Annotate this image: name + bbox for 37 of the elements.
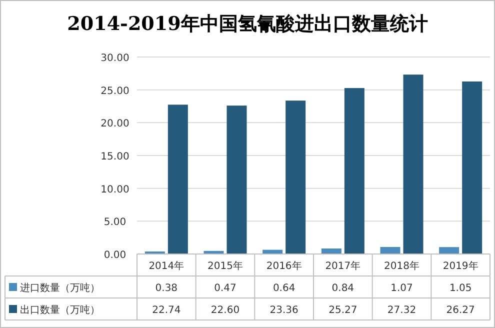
data-label: 0.38	[155, 283, 178, 294]
y-tick-label: 10.00	[100, 184, 130, 196]
data-label: 22.60	[210, 305, 240, 316]
bar	[380, 246, 400, 254]
x-tick-label: 2017年	[325, 260, 361, 272]
bar	[439, 247, 460, 254]
data-label: 0.84	[332, 283, 354, 294]
bar	[321, 248, 342, 254]
data-label: 0.64	[272, 283, 296, 294]
data-label: 26.27	[446, 305, 475, 316]
chart-title: 2014-2019年中国氢氰酸进出口数量统计	[67, 13, 428, 35]
bar	[286, 100, 306, 254]
y-tick-label: 0.00	[104, 250, 126, 261]
y-tick-label: 30.00	[100, 53, 130, 64]
bar	[168, 104, 188, 254]
x-tick-label: 2014年	[148, 260, 184, 272]
data-label: 23.36	[270, 305, 298, 316]
x-tick-label: 2016年	[266, 260, 302, 272]
data-label: 1.05	[449, 283, 472, 294]
y-tick-label: 5.00	[104, 217, 126, 228]
bar	[403, 74, 424, 254]
data-label: 27.32	[387, 305, 416, 316]
legend-label: 进口数量（万吨）	[20, 282, 100, 294]
data-label: 0.47	[214, 283, 236, 294]
data-label: 25.27	[328, 305, 358, 316]
x-tick-label: 2015年	[208, 260, 243, 272]
y-tick-label: 15.00	[100, 152, 130, 162]
data-label: 22.74	[152, 305, 181, 316]
bar	[344, 88, 364, 254]
data-label: 1.07	[390, 283, 413, 294]
x-tick-label: 2019年	[442, 260, 478, 272]
x-tick-label: 2018年	[384, 260, 420, 272]
y-tick-label: 20.00	[100, 118, 130, 130]
legend-label: 出口数量（万吨）	[20, 304, 100, 316]
bar	[462, 81, 482, 254]
bar	[226, 106, 247, 254]
y-tick-label: 25.00	[100, 86, 130, 97]
